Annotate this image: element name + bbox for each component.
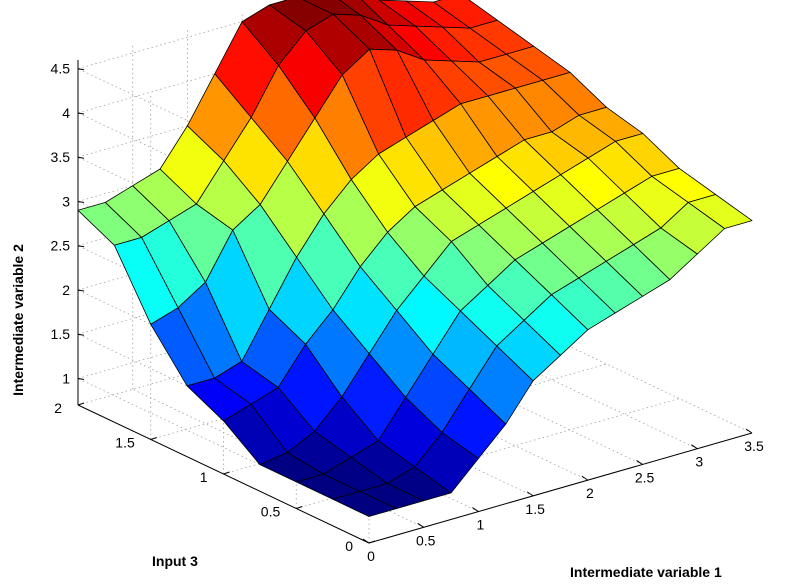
y-tick-label: 1: [200, 469, 208, 485]
tick-labels: 00.511.522.533.500.511.5211.522.533.544.…: [51, 61, 764, 564]
y-tick-label: 1.5: [115, 435, 135, 451]
z-tick-label: 4.5: [51, 61, 71, 77]
x-tick-mark: [472, 507, 479, 512]
z-tick-mark: [77, 333, 85, 336]
z-tick-mark: [77, 200, 85, 203]
x-axis-label: Intermediate variable 1: [570, 564, 722, 580]
y-tick-mark: [368, 540, 376, 544]
z-tick-label: 3.5: [51, 149, 71, 165]
z-tick-mark: [77, 112, 85, 115]
z-tick-label: 1.5: [51, 326, 71, 342]
z-tick-label: 1: [62, 370, 70, 386]
x-tick-mark: [581, 475, 589, 481]
z-tick-label: 2.5: [51, 238, 71, 254]
z-tick-label: 4: [62, 105, 70, 121]
x-tick-mark: [691, 444, 698, 450]
x-tick-label: 1: [477, 517, 485, 533]
y-tick-label: 0.5: [261, 504, 281, 520]
surface-face: [687, 194, 753, 229]
x-tick-mark: [636, 460, 643, 465]
x-tick-mark: [745, 428, 753, 434]
z-tick-mark: [77, 377, 85, 380]
surface: [77, 0, 753, 517]
x-tick-label: 3.5: [744, 438, 764, 454]
z-tick-mark: [77, 289, 85, 292]
x-tick-label: 0: [367, 548, 375, 564]
x-tick-mark: [362, 538, 370, 544]
x-tick-label: 3: [695, 454, 703, 470]
z-tick-mark: [77, 68, 85, 71]
z-tick-label: 3: [62, 193, 70, 209]
y-tick-mark: [150, 437, 157, 440]
axes-box: [77, 59, 753, 544]
grid-line: [296, 398, 680, 509]
y-tick-mark: [296, 506, 303, 509]
z-tick-mark: [77, 245, 85, 248]
y-axis-label: Input 3: [152, 553, 198, 569]
x-tick-mark: [417, 522, 424, 528]
x-tick-label: 0.5: [416, 532, 436, 548]
x-axis-line: [368, 432, 753, 544]
z-tick-label: 2: [62, 282, 70, 298]
x-tick-label: 2.5: [635, 469, 655, 485]
y-tick-label: 0: [345, 538, 353, 554]
z-axis-label: Intermediate variable 2: [10, 244, 26, 396]
x-tick-label: 2: [586, 485, 594, 501]
z-tick-mark: [77, 156, 85, 159]
x-tick-mark: [526, 491, 534, 497]
y-tick-mark: [223, 471, 230, 475]
x-tick-label: 1.5: [525, 501, 545, 517]
y-tick-mark: [77, 402, 85, 406]
y-tick-label: 2: [54, 400, 62, 416]
